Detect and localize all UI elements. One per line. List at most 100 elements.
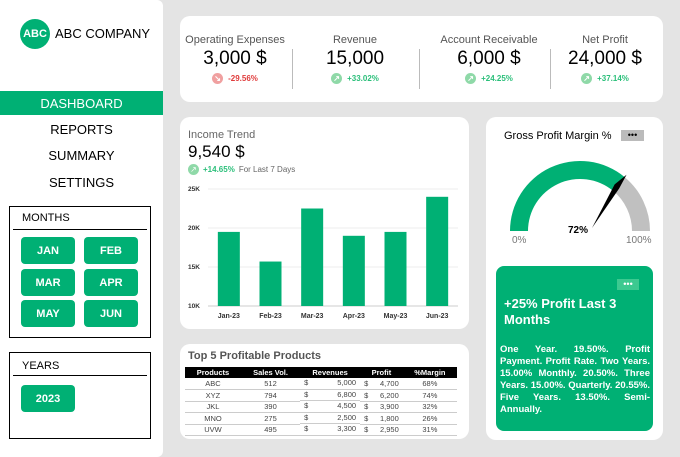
nav-settings[interactable]: SETTINGS	[48, 174, 114, 190]
gauge-fill	[510, 161, 625, 231]
products-title: Top 5 Profitable Products	[188, 350, 322, 362]
gauge-card: Gross Profit Margin % ••• 72% 0% 100% ••…	[486, 117, 663, 440]
month-mar[interactable]: MAR	[21, 269, 75, 296]
kpi-label: Net Profit	[582, 34, 628, 46]
kpi-value: 6,000 $	[457, 48, 521, 69]
column-header: %Margin	[402, 367, 457, 378]
promo-panel: ••• +25% Profit Last 3 Months One Year. …	[496, 266, 653, 431]
products-table: Products Sales Vol. Revenues Profit %Margin …	[185, 367, 457, 436]
currency: $	[364, 390, 369, 400]
income-title: Income Trend	[188, 129, 256, 141]
cell-revenue: $6,800	[300, 389, 361, 401]
bar-Jan-23	[217, 231, 240, 306]
nav-dashboard[interactable]: DASHBOARD	[0, 91, 163, 115]
value: 4,700	[380, 379, 399, 388]
kpi-value: 24,000 $	[568, 48, 642, 69]
company-name: ABC COMPANY	[55, 26, 151, 41]
kpi-net-profit: Net Profit 24,000 $ ↗ +37.14%	[550, 34, 660, 84]
y-tick-label: 20K	[188, 225, 200, 232]
y-tick-label: 15K	[188, 264, 200, 271]
currency: $	[304, 424, 309, 433]
value: 5,000	[337, 378, 357, 387]
x-tick-label: May-23	[384, 313, 408, 320]
divider	[550, 49, 551, 89]
more-menu-icon[interactable]: •••	[621, 130, 644, 141]
column-header: Profit	[360, 367, 403, 378]
value: 4,500	[337, 401, 357, 410]
income-change: +14.65%	[203, 165, 235, 174]
cell-margin: 26%	[402, 412, 457, 425]
cell-revenue: $5,000	[300, 378, 361, 390]
month-feb[interactable]: FEB	[84, 237, 138, 264]
currency: $	[364, 379, 369, 388]
arrow-down-icon: ↘	[212, 73, 224, 84]
gauge-value: 72%	[568, 225, 589, 236]
kpi-label: Revenue	[332, 34, 378, 46]
cell-product: MNO	[185, 412, 241, 425]
nav-summary[interactable]: SUMMARY	[48, 147, 115, 163]
y-tick-label: 25K	[188, 186, 200, 193]
months-title: MONTHS	[22, 212, 70, 224]
currency: $	[304, 389, 309, 399]
cell-sales: 495	[240, 424, 301, 436]
cell-revenue: $4,500	[300, 401, 361, 413]
divider	[13, 229, 147, 230]
income-period: For Last 7 Days	[238, 165, 296, 174]
month-may[interactable]: MAY	[21, 300, 75, 327]
gauge-title: Gross Profit Margin %	[504, 130, 612, 142]
bar-Jun-23	[426, 196, 449, 306]
cell-margin: 32%	[402, 401, 457, 413]
cell-profit: $4,700	[360, 378, 403, 390]
table-row: XYZ 794 $6,800 $6,200 74%	[185, 389, 457, 402]
nav-reports[interactable]: REPORTS	[50, 121, 113, 137]
table-row: MNO 275 $2,500 $1,800 26%	[185, 412, 457, 425]
column-header: Sales Vol.	[240, 367, 301, 378]
month-jun[interactable]: JUN	[84, 300, 138, 327]
cell-product: XYZ	[185, 389, 241, 402]
value: 6,200	[380, 390, 399, 400]
cell-sales: 512	[240, 378, 301, 390]
x-tick-label: Mar-23	[301, 313, 324, 320]
kpi-label: Operating Expenses	[185, 34, 285, 46]
kpi-change: -29.56%	[228, 74, 258, 83]
table-row: UVW 495 $3,300 $2,950 31%	[185, 424, 457, 436]
value: 3,900	[380, 402, 399, 412]
cell-revenue: $2,500	[300, 413, 361, 424]
cell-margin: 74%	[402, 389, 457, 402]
promo-title: +25% Profit Last 3 Months	[504, 296, 617, 327]
kpi-operating-expenses: Operating Expenses 3,000 $ ↘ -29.56%	[180, 34, 290, 84]
bar-Feb-23	[259, 261, 282, 306]
kpi-value: 3,000 $	[203, 48, 267, 69]
income-value: 9,540 $	[188, 142, 245, 161]
year-2023[interactable]: 2023	[21, 385, 75, 412]
kpi-account-receivable: Account Receivable 6,000 $ ↗ +24.25%	[429, 34, 549, 84]
income-trend-card: Income Trend 9,540 $ ↗ +14.65% For Last …	[180, 117, 469, 329]
cell-profit: $1,800	[360, 412, 403, 425]
gauge-min: 0%	[512, 235, 527, 246]
value: 6,800	[337, 389, 357, 399]
currency: $	[304, 378, 309, 387]
gauge-remainder	[613, 177, 650, 231]
income-chart: 10K 15K 20K 25K Jan-23 Feb-23 Mar-23 Apr-23 May-…	[188, 186, 458, 320]
x-tick-label: Jan-23	[218, 313, 240, 320]
currency: $	[304, 401, 309, 410]
kpi-change: +37.14%	[597, 74, 629, 83]
divider	[13, 375, 147, 376]
column-header: Products	[185, 367, 241, 378]
y-tick-label: 10K	[188, 303, 200, 310]
more-menu-icon[interactable]: •••	[617, 279, 639, 290]
kpi-change: +24.25%	[481, 74, 513, 83]
years-panel: YEARS 2023	[9, 352, 151, 439]
currency: $	[364, 402, 369, 412]
divider	[292, 49, 293, 89]
x-tick-label: Apr-23	[343, 313, 365, 320]
cell-revenue: $3,300	[300, 424, 361, 436]
kpi-revenue: Revenue 15,000 ↗ +33.02%	[300, 34, 410, 84]
cell-margin: 31%	[402, 424, 457, 436]
currency: $	[364, 425, 369, 435]
month-apr[interactable]: APR	[84, 269, 138, 296]
x-tick-label: Feb-23	[259, 313, 282, 320]
kpi-value: 15,000	[325, 48, 385, 69]
month-jan[interactable]: JAN	[21, 237, 75, 264]
value: 2,950	[380, 425, 399, 435]
